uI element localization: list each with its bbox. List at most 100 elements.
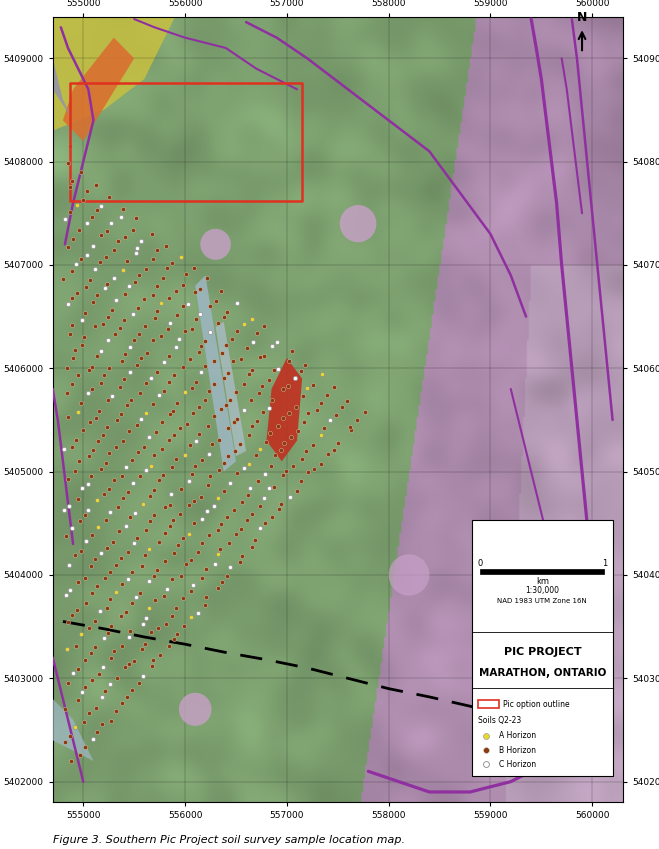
Point bbox=[187, 381, 198, 395]
Circle shape bbox=[179, 693, 212, 726]
Point bbox=[296, 364, 306, 378]
Point bbox=[178, 592, 188, 605]
Point bbox=[221, 399, 231, 413]
Point bbox=[204, 447, 214, 460]
Point bbox=[63, 156, 74, 170]
Point bbox=[242, 341, 252, 355]
Point bbox=[190, 434, 201, 447]
Point bbox=[322, 388, 332, 402]
Point bbox=[77, 312, 88, 326]
Point bbox=[86, 529, 97, 543]
Point bbox=[190, 375, 201, 389]
Point bbox=[142, 346, 152, 359]
Point bbox=[254, 386, 264, 400]
Point bbox=[148, 397, 158, 411]
Point bbox=[255, 442, 266, 456]
Point bbox=[194, 427, 204, 441]
Point bbox=[322, 447, 333, 461]
Point bbox=[132, 419, 142, 432]
Point bbox=[80, 740, 90, 754]
Point bbox=[134, 676, 144, 689]
Point bbox=[168, 514, 179, 527]
Point bbox=[67, 666, 78, 680]
Point bbox=[90, 640, 101, 654]
Point bbox=[266, 459, 277, 473]
Point bbox=[208, 499, 219, 513]
Point bbox=[172, 309, 183, 323]
Point bbox=[111, 293, 122, 306]
Point bbox=[83, 621, 94, 635]
Point bbox=[285, 430, 296, 444]
Point bbox=[165, 519, 175, 532]
Point bbox=[98, 318, 109, 331]
Point bbox=[130, 276, 141, 290]
Point bbox=[122, 398, 132, 412]
Point bbox=[171, 602, 182, 616]
Point bbox=[191, 312, 202, 325]
Point bbox=[134, 469, 145, 482]
Point bbox=[215, 402, 226, 415]
Point bbox=[302, 465, 313, 479]
Point bbox=[177, 360, 188, 374]
Point bbox=[185, 439, 195, 453]
Point bbox=[197, 571, 208, 585]
Point bbox=[105, 677, 116, 690]
Text: 1:30,000: 1:30,000 bbox=[525, 586, 559, 595]
Point bbox=[82, 386, 93, 400]
Point bbox=[252, 474, 263, 487]
Point bbox=[214, 464, 224, 477]
Point bbox=[165, 408, 176, 421]
Point bbox=[247, 363, 258, 377]
Point bbox=[231, 412, 242, 425]
Point bbox=[84, 706, 94, 719]
Point bbox=[74, 514, 85, 527]
Point bbox=[82, 248, 92, 261]
Point bbox=[86, 586, 97, 599]
Point bbox=[176, 570, 186, 583]
Point bbox=[203, 419, 214, 433]
Point bbox=[229, 503, 239, 516]
Point bbox=[252, 413, 262, 427]
Point bbox=[122, 254, 132, 267]
Point bbox=[137, 617, 148, 631]
Point bbox=[264, 374, 274, 387]
Point bbox=[225, 560, 235, 574]
Point bbox=[72, 198, 82, 211]
Point bbox=[105, 715, 116, 728]
Point bbox=[244, 481, 255, 494]
Text: B Horizon: B Horizon bbox=[499, 745, 536, 755]
Point bbox=[176, 481, 186, 495]
Point bbox=[117, 491, 128, 504]
Point bbox=[124, 424, 134, 437]
Point bbox=[175, 507, 185, 520]
Point bbox=[101, 514, 111, 527]
Point bbox=[192, 545, 203, 559]
Point bbox=[84, 415, 95, 429]
Point bbox=[205, 300, 215, 313]
Point bbox=[308, 463, 319, 476]
Point bbox=[342, 394, 353, 408]
Point bbox=[250, 532, 260, 546]
Point bbox=[277, 382, 288, 396]
Point bbox=[166, 610, 177, 623]
Point bbox=[311, 403, 322, 417]
Point bbox=[132, 241, 142, 255]
Point bbox=[146, 626, 156, 639]
Point bbox=[215, 543, 226, 556]
Point bbox=[237, 496, 247, 509]
Point bbox=[204, 528, 215, 542]
Point bbox=[103, 190, 114, 204]
Point bbox=[154, 473, 165, 486]
Bar bbox=[478, 700, 499, 708]
Point bbox=[82, 503, 93, 517]
Point bbox=[359, 405, 370, 419]
Point bbox=[146, 659, 157, 672]
Point bbox=[315, 428, 326, 441]
Point bbox=[127, 565, 138, 578]
Point bbox=[90, 262, 100, 276]
Point bbox=[259, 318, 270, 332]
Point bbox=[165, 498, 175, 512]
Point bbox=[229, 444, 240, 458]
Point bbox=[184, 527, 194, 541]
Point bbox=[67, 351, 78, 364]
